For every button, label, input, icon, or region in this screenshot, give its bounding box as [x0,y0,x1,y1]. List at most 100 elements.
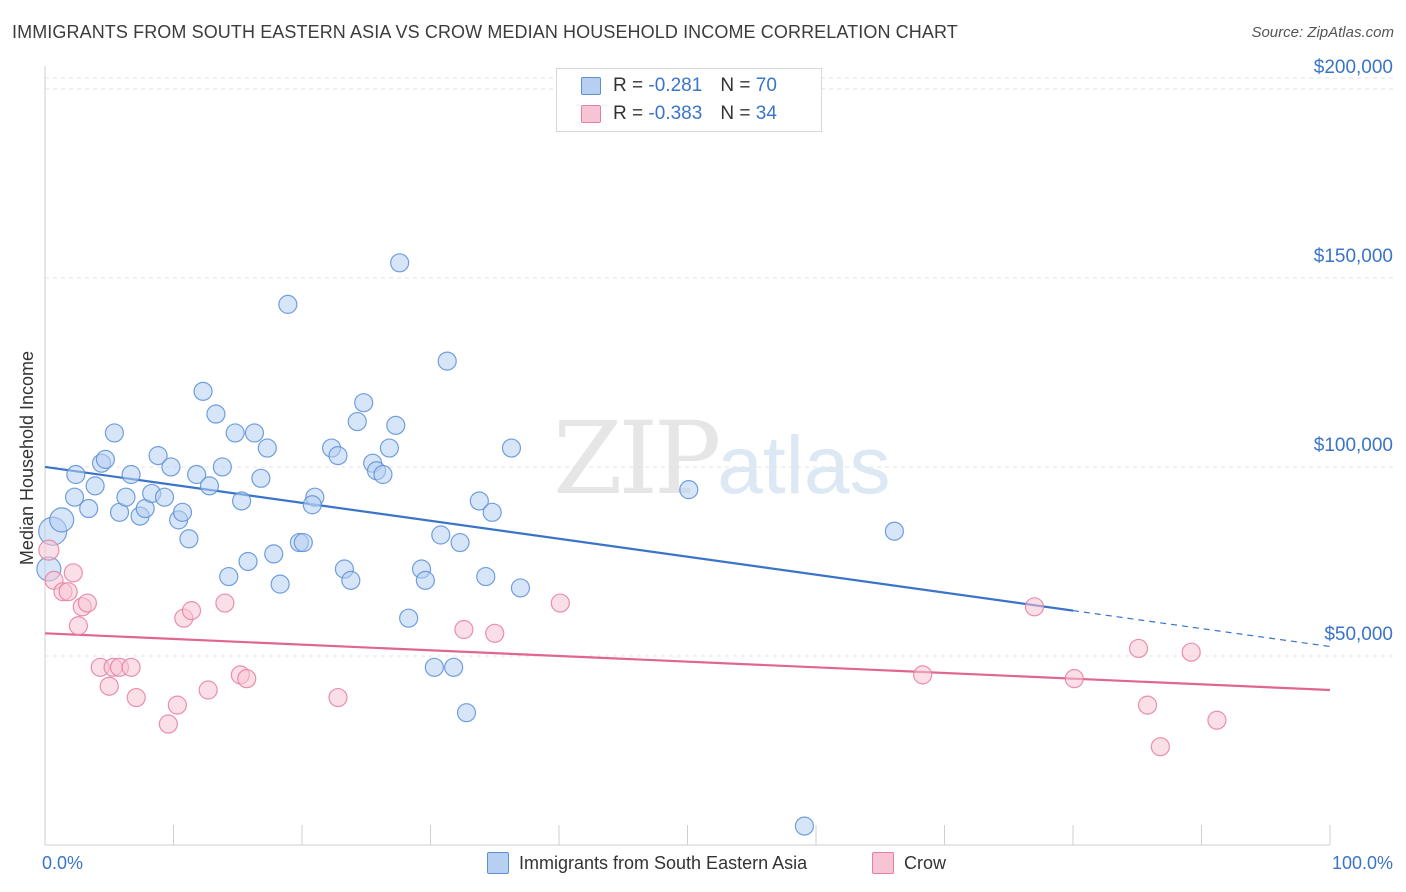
legend-r-value-series1: -0.281 [648,75,703,96]
point-series2 [58,582,78,602]
correlation-legend: R = -0.281 N = 70 R = -0.383 N = 34 [556,68,822,132]
point-series1 [187,464,207,485]
bottom-legend-label-series1: Immigrants from South Eastern Asia [519,852,808,873]
point-series1 [225,423,245,443]
point-series2 [913,665,933,685]
point-series1 [49,507,75,533]
legend-row-series2: R = -0.383 N = 34 [581,102,777,126]
trend-line-series1-extension [1072,610,1331,648]
point-series2 [181,601,202,621]
point-series1 [206,404,226,424]
point-series2 [63,563,83,583]
point-series1 [148,446,168,466]
point-series2 [454,619,474,640]
point-series1 [373,464,393,485]
point-series1 [66,464,86,485]
point-series1 [456,703,477,723]
point-series1 [424,657,444,677]
legend-n-value-series1: 70 [755,75,777,96]
point-series1 [257,438,277,458]
x-tick-label: 0.0% [42,853,83,873]
point-series2 [1181,642,1201,662]
y-tick-label: $150,000 [1314,246,1393,267]
point-series1 [341,570,361,590]
trend-line-series1 [44,465,1074,612]
point-series2 [126,687,146,708]
legend-r-label: R = [613,75,644,96]
point-series1 [161,457,181,477]
bottom-legend-series1: Immigrants from South Eastern Asia [487,852,807,874]
point-series1 [884,521,904,541]
point-series1 [450,532,470,553]
point-series2 [1024,597,1045,617]
point-series1 [64,487,85,507]
legend-n-value-series2: 34 [755,103,777,124]
point-series1 [95,449,115,469]
point-series1 [270,574,290,594]
legend-n-label: N = [720,75,751,96]
point-series2 [99,676,119,696]
y-tick-label: $100,000 [1314,435,1393,456]
point-series1 [278,294,298,314]
point-series2 [1207,710,1227,730]
point-series1 [199,476,220,496]
point-series1 [238,551,258,572]
point-series1 [302,495,322,515]
legend-r-label: R = [613,103,644,124]
legend-swatch-series2 [581,105,601,123]
y-tick-label: $200,000 [1314,57,1393,78]
point-series1 [251,468,271,488]
legend-row-series1: R = -0.281 N = 70 [581,74,777,98]
point-series1 [390,253,410,273]
point-series1 [179,529,199,549]
point-series1 [232,491,252,511]
point-series1 [121,464,141,485]
point-series1 [476,566,496,587]
point-series1 [415,570,435,590]
point-series2 [237,669,257,689]
trend-line-series2 [44,632,1331,692]
point-series1 [510,578,531,598]
x-tick-label: 100.0% [1332,853,1393,873]
point-series2 [38,539,60,561]
point-series1 [212,457,232,477]
legend-swatch-series1 [581,77,601,95]
point-series2 [121,657,141,677]
y-tick-label: $50,000 [1324,624,1393,645]
point-series1 [172,502,193,522]
point-series1 [328,446,348,466]
point-series2 [167,695,187,715]
point-series1 [193,381,213,401]
point-series2 [77,593,98,613]
watermark-atlas: atlas [717,420,891,511]
bottom-legend-series2: Crow [872,852,946,874]
point-series2 [485,623,505,643]
point-series1 [293,532,313,553]
legend-n-label: N = [720,103,751,124]
point-series1 [244,423,265,443]
point-series1 [85,476,105,496]
point-series2 [1137,695,1158,715]
point-series2 [550,593,570,613]
point-series1 [79,498,99,519]
point-series1 [379,438,399,458]
chart-source: Source: ZipAtlas.com [1251,24,1394,41]
point-series1 [219,566,239,587]
point-series1 [116,487,136,507]
point-series2 [1150,737,1170,757]
point-series1 [347,411,367,432]
bottom-legend-swatch-series2 [872,852,894,874]
tick-labels: $50,000 $100,000 $150,000 $200,000 0.0% 100.0… [17,57,1393,873]
point-series1 [399,608,419,628]
point-series1 [431,525,451,545]
point-series1 [501,438,522,458]
axes [44,66,1331,846]
point-series1 [482,502,502,522]
legend-r-value-series2: -0.383 [648,103,703,124]
point-series2 [215,593,235,613]
point-series2 [328,687,348,708]
y-axis-label: Median Household Income [17,351,37,565]
point-series2 [1128,638,1149,659]
point-series1 [154,487,175,507]
